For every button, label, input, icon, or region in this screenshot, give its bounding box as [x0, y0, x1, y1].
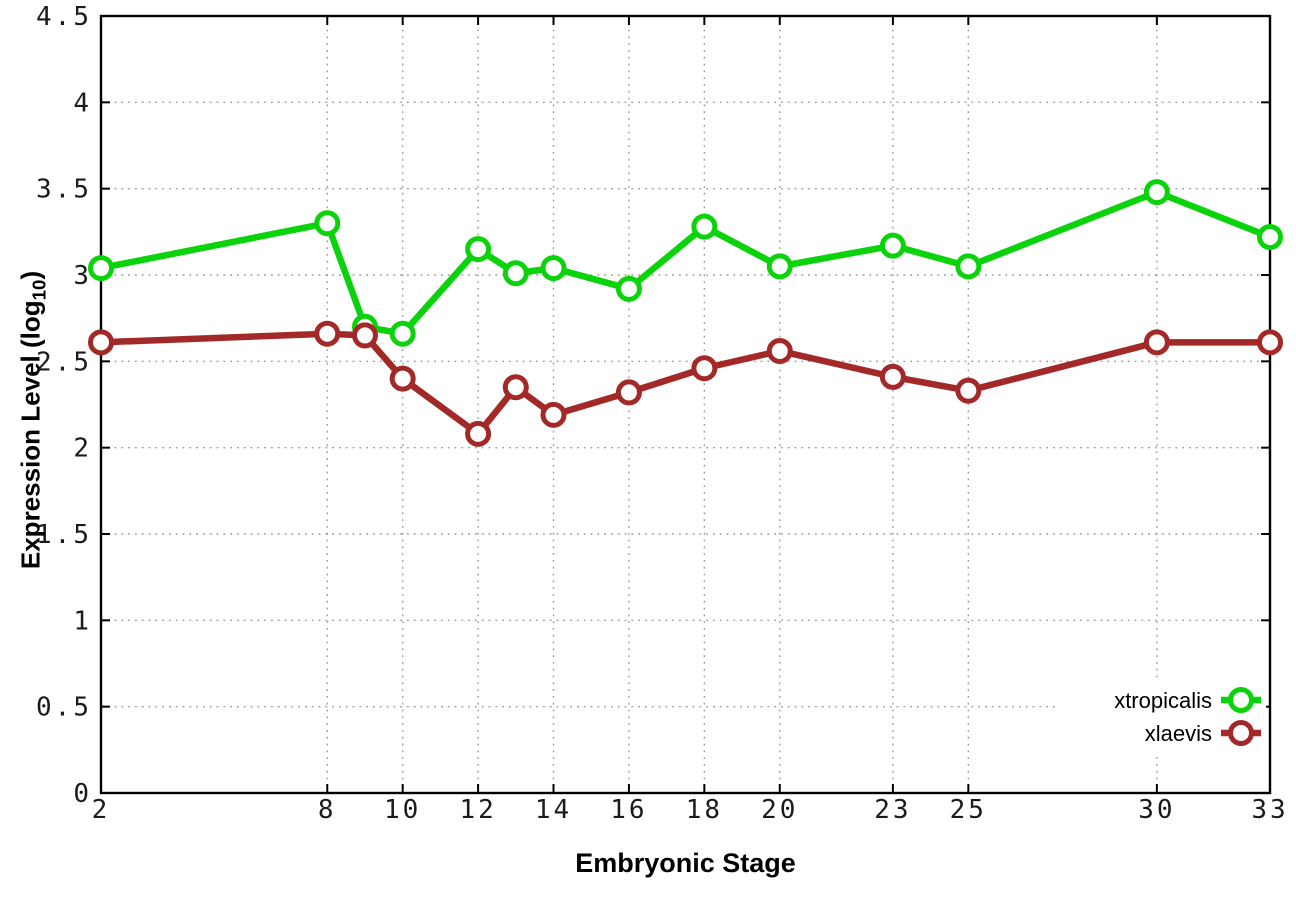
- data-point-xlaevis: [615, 379, 642, 406]
- x-axis-title: Embryonic Stage: [575, 848, 796, 878]
- data-point-xtropicalis: [389, 320, 416, 347]
- data-point-xtropicalis: [615, 275, 642, 302]
- data-point-xlaevis: [351, 322, 378, 349]
- data-point-xlaevis: [314, 320, 341, 347]
- legend-label-xlaevis: xlaevis: [1145, 721, 1212, 746]
- x-tick-label: 16: [610, 795, 647, 825]
- series-line-xlaevis: [100, 330, 1270, 438]
- legend-sample-marker: [1228, 687, 1254, 713]
- y-tick-label: 2.5: [36, 347, 92, 377]
- x-tick-label: 20: [761, 795, 798, 825]
- data-point-xlaevis: [691, 355, 718, 382]
- y-tick-label: 3: [73, 261, 92, 291]
- legend: xtropicalis xlaevis: [1056, 681, 1266, 757]
- gridlines: [101, 16, 1270, 793]
- y-axis-title: Expression Level (log10): [16, 271, 51, 569]
- x-tick-label: 30: [1138, 795, 1175, 825]
- x-tick-label: 25: [950, 795, 987, 825]
- legend-sample-marker: [1228, 720, 1254, 746]
- y-tick-label: 0.5: [36, 693, 92, 723]
- data-point-xlaevis: [389, 365, 416, 392]
- legend-item-xlaevis: xlaevis: [1145, 720, 1261, 746]
- y-tick-label: 1.5: [36, 520, 92, 550]
- series-xlaevis: [88, 320, 1283, 447]
- data-point-xlaevis: [1257, 329, 1283, 356]
- y-tick-label: 0: [73, 779, 92, 809]
- legend-label-xtropicalis: xtropicalis: [1114, 688, 1212, 713]
- x-tick-label: 12: [459, 795, 496, 825]
- data-point-xlaevis: [540, 401, 567, 428]
- y-axis-title-text: Expression Level (log: [15, 300, 46, 570]
- data-point-xlaevis: [502, 374, 529, 401]
- x-tick-label: 33: [1251, 795, 1288, 825]
- y-tick-label: 4: [73, 88, 92, 118]
- data-point-xtropicalis: [314, 210, 341, 237]
- y-tick-label: 4.5: [36, 2, 92, 32]
- y-tick-label: 3.5: [36, 175, 92, 205]
- y-axis-title-suffix: ): [15, 270, 46, 280]
- plot-border: [99, 14, 1272, 795]
- y-tick-label: 2: [73, 434, 92, 464]
- data-point-xtropicalis: [766, 253, 793, 280]
- data-point-xlaevis: [879, 363, 906, 390]
- data-point-xtropicalis: [540, 255, 567, 282]
- tick-labels: 2 8 10 12 14 16 18 20 23 25 30 33 0 0.5 1 1.5 2 2.5 3 3.5 4 4…: [36, 2, 1288, 825]
- data-point-xtropicalis: [88, 255, 114, 282]
- data-point-xlaevis: [766, 337, 793, 364]
- series-xtropicalis: [88, 179, 1283, 347]
- x-tick-label: 2: [92, 795, 111, 825]
- data-point-xtropicalis: [502, 260, 529, 287]
- data-point-xtropicalis: [879, 232, 906, 259]
- data-point-xlaevis: [88, 329, 114, 356]
- data-point-xtropicalis: [955, 253, 982, 280]
- data-point-xlaevis: [955, 377, 982, 404]
- data-point-xtropicalis: [465, 236, 492, 263]
- data-point-xtropicalis: [691, 213, 718, 240]
- x-tick-label: 8: [318, 795, 337, 825]
- series-line-xtropicalis: [100, 188, 1272, 337]
- y-tick-label: 1: [73, 606, 92, 636]
- data-point-xlaevis: [465, 420, 492, 447]
- legend-item-xtropicalis: xtropicalis: [1114, 687, 1261, 713]
- data-point-xtropicalis: [1143, 179, 1170, 206]
- y-axis-title-subscript: 10: [28, 279, 50, 301]
- data-point-xlaevis: [1143, 329, 1170, 356]
- x-tick-label: 23: [874, 795, 911, 825]
- x-tick-label: 14: [535, 795, 572, 825]
- data-point-xtropicalis: [1257, 224, 1283, 251]
- x-tick-label: 18: [686, 795, 723, 825]
- tick-marks: [100, 15, 1271, 794]
- x-tick-label: 10: [384, 795, 421, 825]
